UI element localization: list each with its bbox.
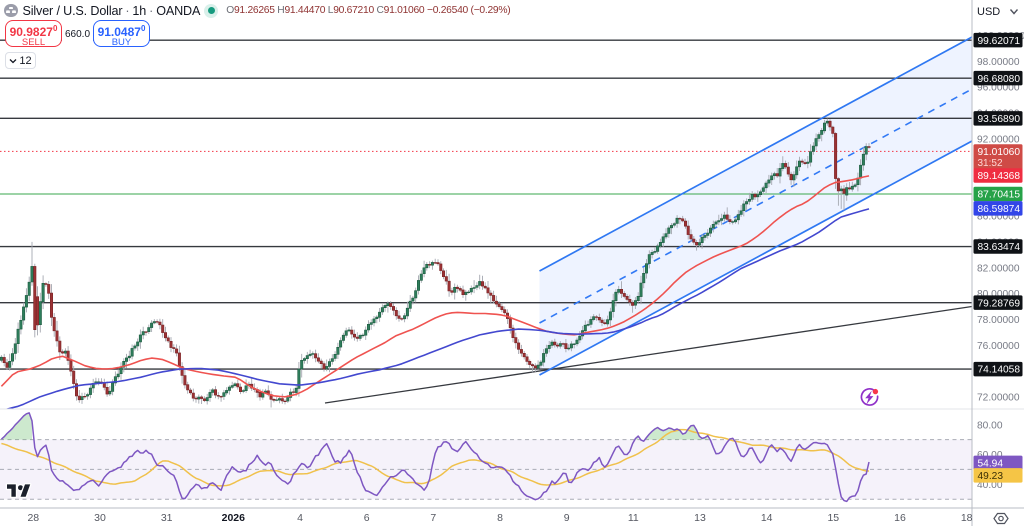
svg-text:8: 8 xyxy=(497,512,503,524)
svg-text:99.62071: 99.62071 xyxy=(978,36,1021,47)
svg-text:16: 16 xyxy=(894,512,906,524)
svg-text:76.00000: 76.00000 xyxy=(977,341,1020,352)
svg-text:87.70415: 87.70415 xyxy=(978,190,1021,201)
svg-text:83.63474: 83.63474 xyxy=(978,242,1021,253)
svg-text:96.68080: 96.68080 xyxy=(978,74,1021,85)
svg-text:92.00000: 92.00000 xyxy=(977,134,1020,145)
svg-text:13: 13 xyxy=(694,512,706,524)
svg-text:6: 6 xyxy=(364,512,370,524)
svg-text:14: 14 xyxy=(761,512,773,524)
svg-text:89.14368: 89.14368 xyxy=(978,171,1021,182)
svg-text:9: 9 xyxy=(564,512,570,524)
svg-text:96.00000: 96.00000 xyxy=(977,83,1020,94)
svg-text:31:52: 31:52 xyxy=(978,158,1003,169)
svg-text:15: 15 xyxy=(827,512,839,524)
svg-text:80.00000: 80.00000 xyxy=(977,289,1020,300)
svg-text:18: 18 xyxy=(961,512,973,524)
svg-text:74.14058: 74.14058 xyxy=(978,365,1021,376)
svg-text:54.94: 54.94 xyxy=(978,458,1004,469)
svg-text:2026: 2026 xyxy=(222,512,246,524)
svg-text:72.00000: 72.00000 xyxy=(977,393,1020,404)
svg-text:86.59874: 86.59874 xyxy=(978,204,1021,215)
svg-text:40.00: 40.00 xyxy=(977,480,1003,491)
svg-text:82.00000: 82.00000 xyxy=(977,263,1020,274)
svg-text:7: 7 xyxy=(430,512,436,524)
svg-text:86.00000: 86.00000 xyxy=(977,212,1020,223)
svg-text:98.00000: 98.00000 xyxy=(977,57,1020,68)
svg-text:28: 28 xyxy=(27,512,39,524)
svg-text:78.00000: 78.00000 xyxy=(977,315,1020,326)
svg-text:USD: USD xyxy=(977,6,1000,18)
svg-text:49.23: 49.23 xyxy=(978,471,1004,482)
svg-text:30: 30 xyxy=(94,512,106,524)
svg-text:79.28769: 79.28769 xyxy=(978,298,1021,309)
svg-text:91.01060: 91.01060 xyxy=(978,147,1021,158)
svg-text:80.00: 80.00 xyxy=(977,420,1003,431)
svg-text:93.56890: 93.56890 xyxy=(978,114,1021,125)
svg-text:31: 31 xyxy=(161,512,173,524)
svg-text:11: 11 xyxy=(628,512,639,524)
svg-text:4: 4 xyxy=(297,512,303,524)
